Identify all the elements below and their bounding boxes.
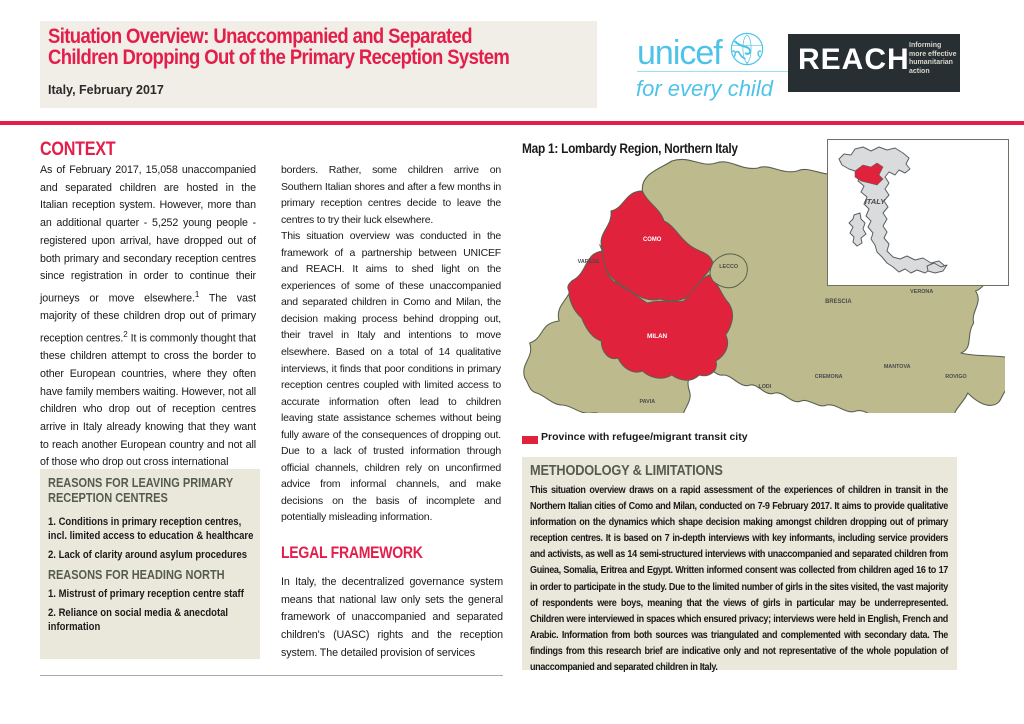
- svg-text:ITALY: ITALY: [865, 197, 887, 206]
- svg-text:VERONA: VERONA: [910, 289, 933, 295]
- svg-text:MILAN: MILAN: [647, 333, 667, 340]
- svg-text:LODI: LODI: [758, 384, 771, 390]
- svg-text:VARESE: VARESE: [578, 259, 600, 265]
- svg-text:CREMONA: CREMONA: [815, 374, 843, 380]
- svg-text:LECCO: LECCO: [719, 264, 738, 270]
- svg-text:PAVIA: PAVIA: [639, 399, 655, 405]
- svg-text:COMO: COMO: [643, 237, 662, 243]
- svg-text:MANTOVA: MANTOVA: [884, 364, 911, 370]
- svg-text:ROVIGO: ROVIGO: [945, 374, 967, 380]
- svg-text:BRESCIA: BRESCIA: [825, 299, 852, 305]
